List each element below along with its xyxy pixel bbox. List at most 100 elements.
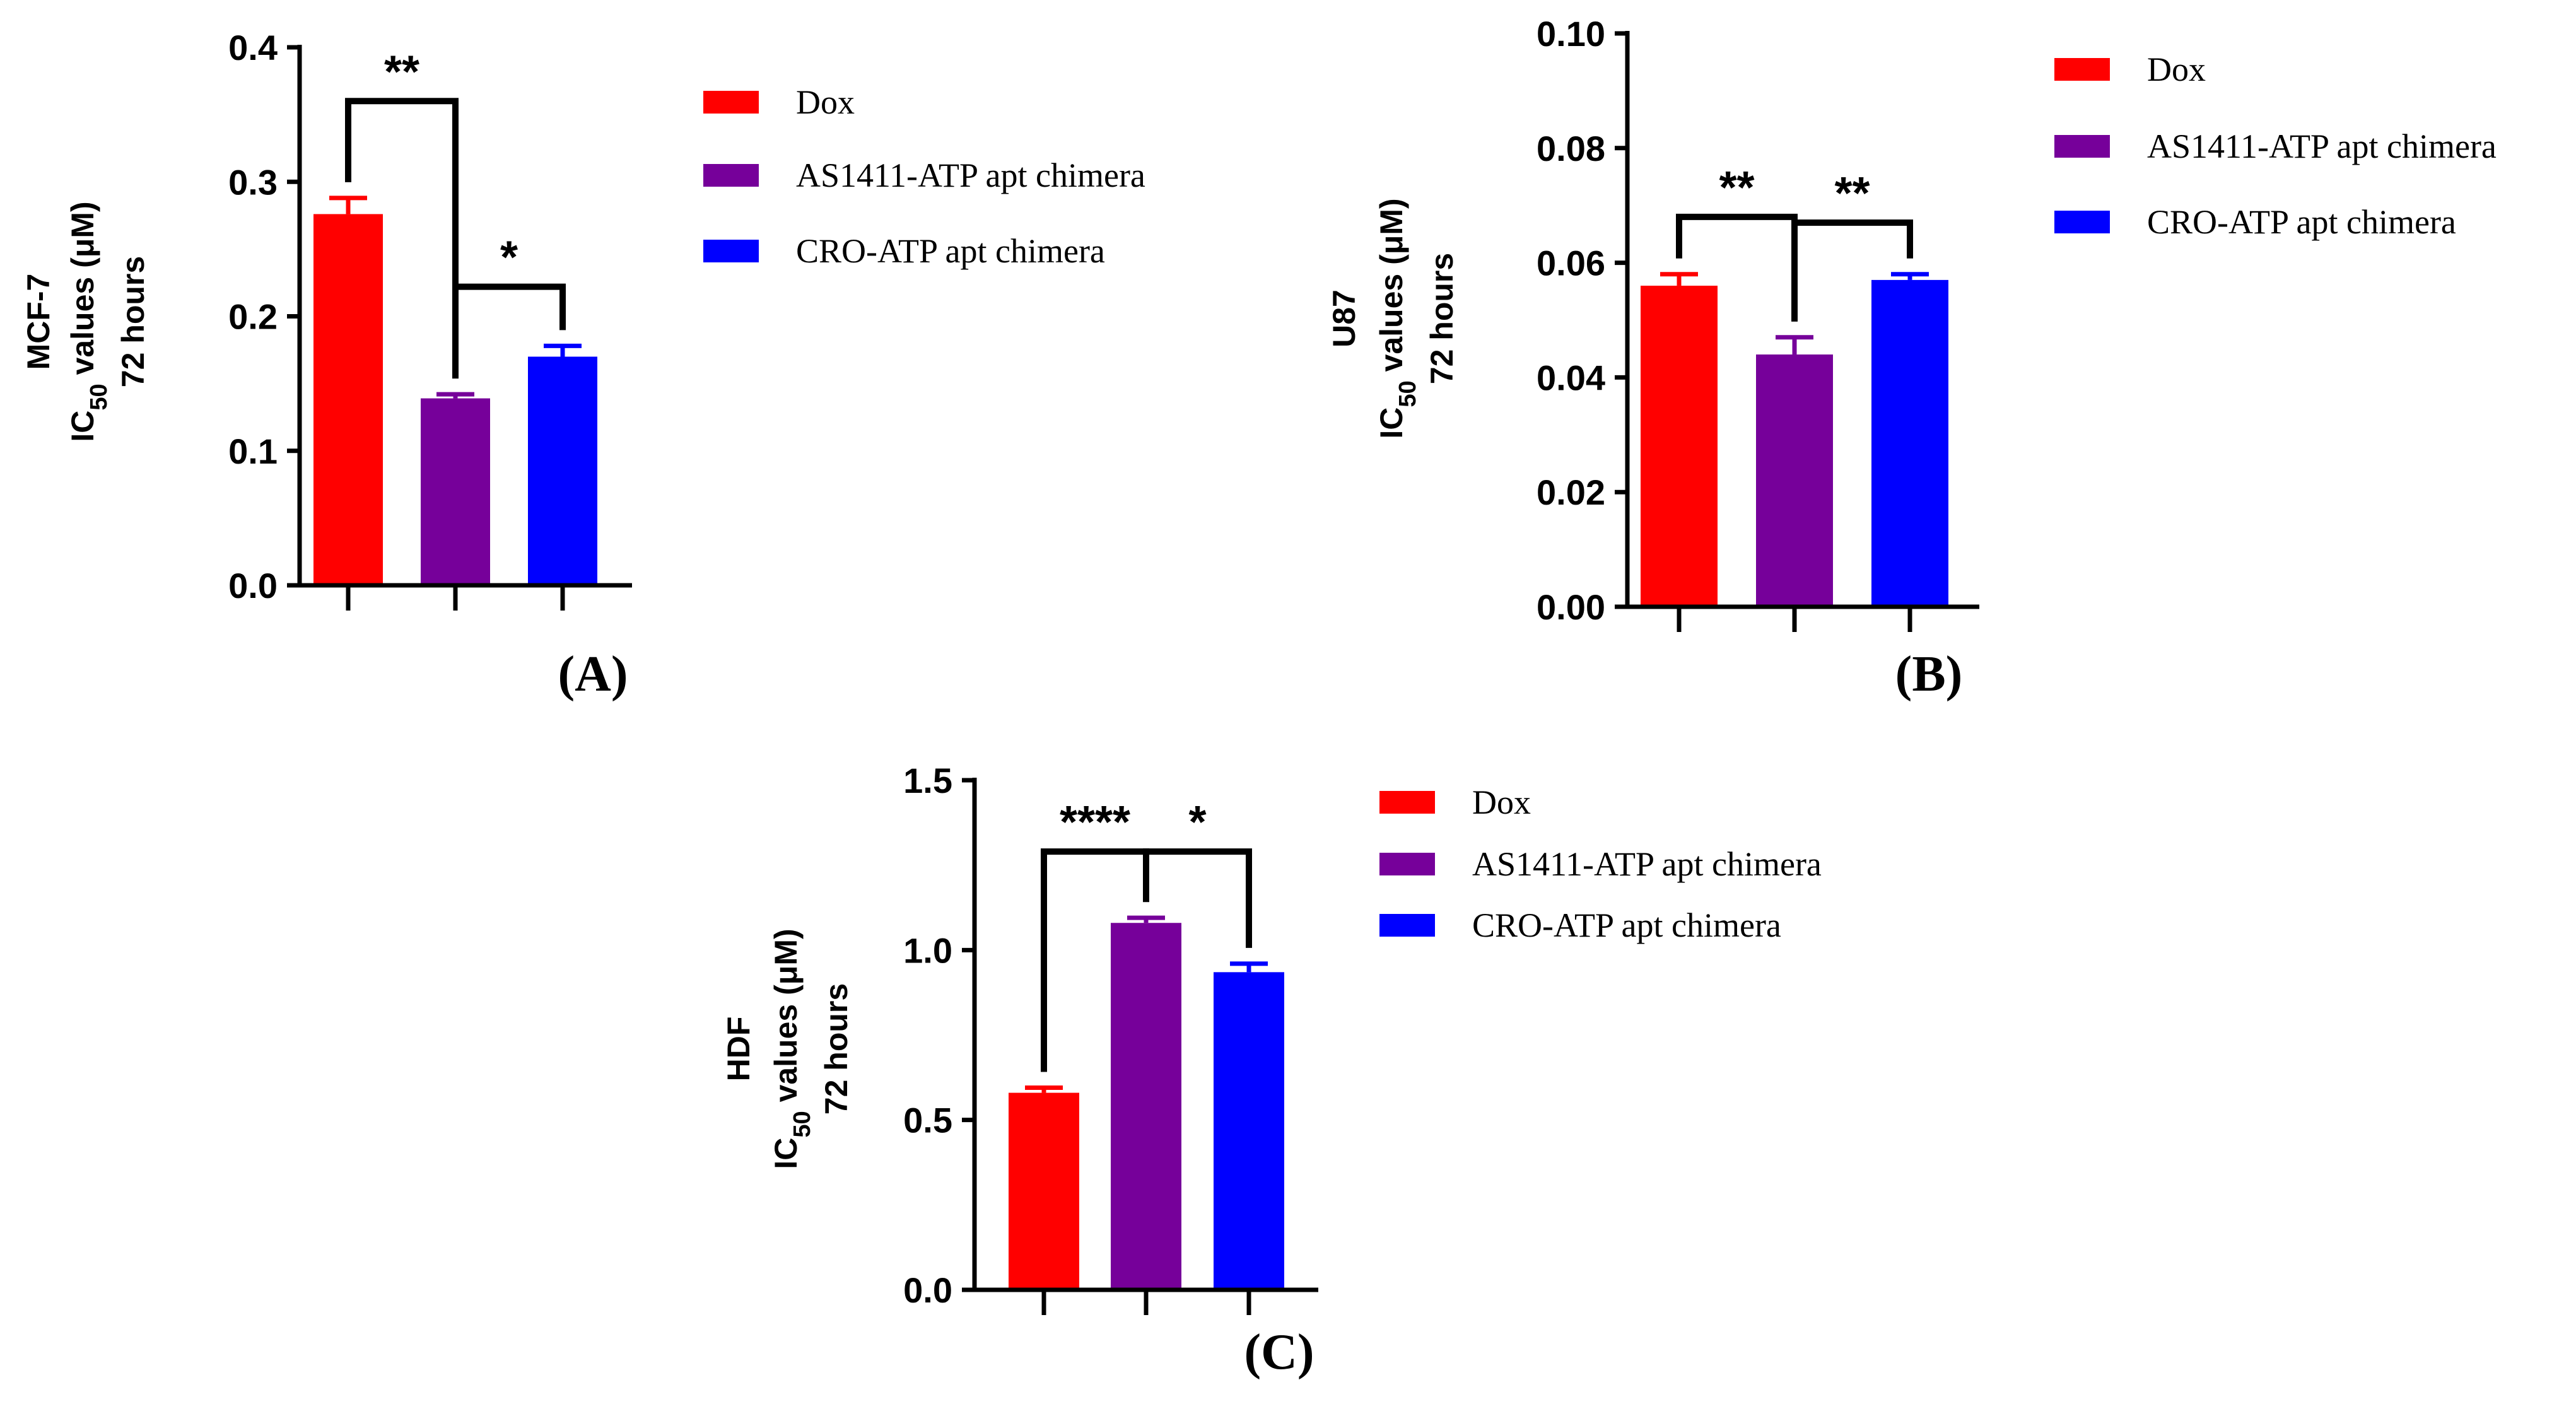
error-bar [1891,272,1929,280]
y-tick-label: 0.1 [228,431,278,471]
y-axis-title-cell-line: U87 [1326,290,1362,348]
legend: Dox AS1411-ATP apt chimera CRO-ATP apt chi… [2054,50,2497,241]
bracket-line [345,98,459,379]
legend-swatch [2054,211,2110,233]
ylabel-subscript: 50 [86,383,112,410]
significance-label: * [500,233,518,283]
significance-label: ** [1834,168,1870,219]
error-bar [1127,915,1165,923]
legend-item: CRO-ATP apt chimera [2054,203,2456,241]
legend-label: CRO-ATP apt chimera [796,232,1105,270]
legend-item: AS1411-ATP apt chimera [2054,127,2497,165]
significance-bracket: * [1143,797,1252,948]
legend-item: AS1411-ATP apt chimera [703,156,1145,194]
legend-label: Dox [796,83,855,121]
y-axis-title-cell-line: HDF [721,1017,756,1082]
ylabel-subscript: 50 [789,1111,816,1137]
significance-label: **** [1060,797,1130,848]
legend-swatch [703,164,759,187]
y-tick-label: 0.0 [903,1270,952,1310]
ylabel-ic: IC [65,411,100,442]
error-bar [1025,1085,1063,1093]
significance-label: ** [1719,163,1754,213]
bar-as1411-atp [421,398,490,585]
legend-item: Dox [2054,50,2206,88]
legend-item: CRO-ATP apt chimera [703,232,1105,270]
y-tick-label: 0.3 [228,162,278,202]
panel-label: (B) [1895,646,1963,702]
y-tick-label: 0.2 [228,297,278,337]
legend: Dox AS1411-ATP apt chimera CRO-ATP apt chi… [703,83,1145,270]
bar-cro-atp [1214,972,1284,1290]
y-axis-title-time: 72 hours [115,256,151,387]
ylabel-subscript: 50 [1395,380,1421,407]
significance-label: ** [384,47,419,97]
bar-cro-atp [528,356,597,585]
legend-swatch [2054,135,2110,158]
legend-item: Dox [1379,783,1531,821]
bracket-line [1791,219,1913,322]
legend-item: CRO-ATP apt chimera [1379,906,1781,944]
legend-label: Dox [2147,50,2206,88]
y-axis-title-time: 72 hours [819,983,854,1114]
legend-swatch [703,91,759,114]
significance-label: * [1188,797,1206,848]
y-axis-title-time: 72 hours [1424,253,1460,384]
error-bar [329,196,367,214]
ylabel-ic: IC [1374,407,1409,439]
bar-as1411-atp [1756,354,1833,607]
y-tick-label: 0.4 [228,28,278,67]
significance-bracket: ** [1791,168,1913,322]
legend-label: AS1411-ATP apt chimera [1472,845,1822,883]
legend-item: AS1411-ATP apt chimera [1379,845,1822,883]
legend-swatch [1379,791,1435,814]
significance-bracket: * [452,233,566,379]
legend-label: Dox [1472,783,1531,821]
y-axis-title-cell-line: MCF-7 [21,274,56,370]
bar-cro-atp [1871,279,1948,607]
bar-as1411-atp [1111,923,1181,1290]
legend-swatch [2054,58,2110,81]
panel-label: (A) [558,646,628,702]
panel-label: (C) [1244,1325,1314,1380]
error-bar [544,343,582,357]
y-tick-label: 0.10 [1537,14,1605,54]
legend-label: CRO-ATP apt chimera [2147,203,2456,241]
y-tick-label: 0.0 [228,566,278,605]
bracket-line [1143,848,1252,948]
legend-item: Dox [703,83,855,121]
y-axis-title-measure: IC50 values (μM) [768,928,816,1169]
error-bar [1230,961,1268,973]
significance-bracket: ** [345,47,459,379]
ylabel-values: values (μM) [1374,198,1409,380]
error-bar [1660,272,1698,286]
bar-dox [1641,285,1718,607]
legend-swatch [1379,914,1435,937]
y-tick-label: 0.04 [1537,358,1605,397]
y-axis-title-measure: IC50 values (μM) [65,201,112,442]
legend: Dox AS1411-ATP apt chimera CRO-ATP apt chi… [1379,783,1822,944]
y-tick-label: 0.06 [1537,243,1605,283]
legend-label: CRO-ATP apt chimera [1472,906,1781,944]
ylabel-values: values (μM) [65,201,100,383]
error-bar [1776,335,1813,355]
y-axis-title-measure: IC50 values (μM) [1374,198,1421,438]
ylabel-ic: IC [768,1138,804,1169]
y-tick-label: 1.5 [903,761,952,800]
y-tick-label: 0.08 [1537,129,1605,168]
bar-dox [1009,1092,1079,1290]
legend-label: AS1411-ATP apt chimera [2147,127,2497,165]
error-bar [436,392,474,399]
bar-dox [313,214,383,585]
legend-swatch [703,240,759,262]
chart-panel-u87: 0.00 0.02 0.04 0.06 0.08 0.10 ** ** U87 IC50 valu… [1326,14,2497,702]
ylabel-values: values (μM) [768,928,804,1111]
y-tick-label: 0.02 [1537,472,1605,512]
legend-swatch [1379,853,1435,875]
y-tick-label: 0.5 [903,1101,952,1140]
legend-label: AS1411-ATP apt chimera [796,156,1145,194]
